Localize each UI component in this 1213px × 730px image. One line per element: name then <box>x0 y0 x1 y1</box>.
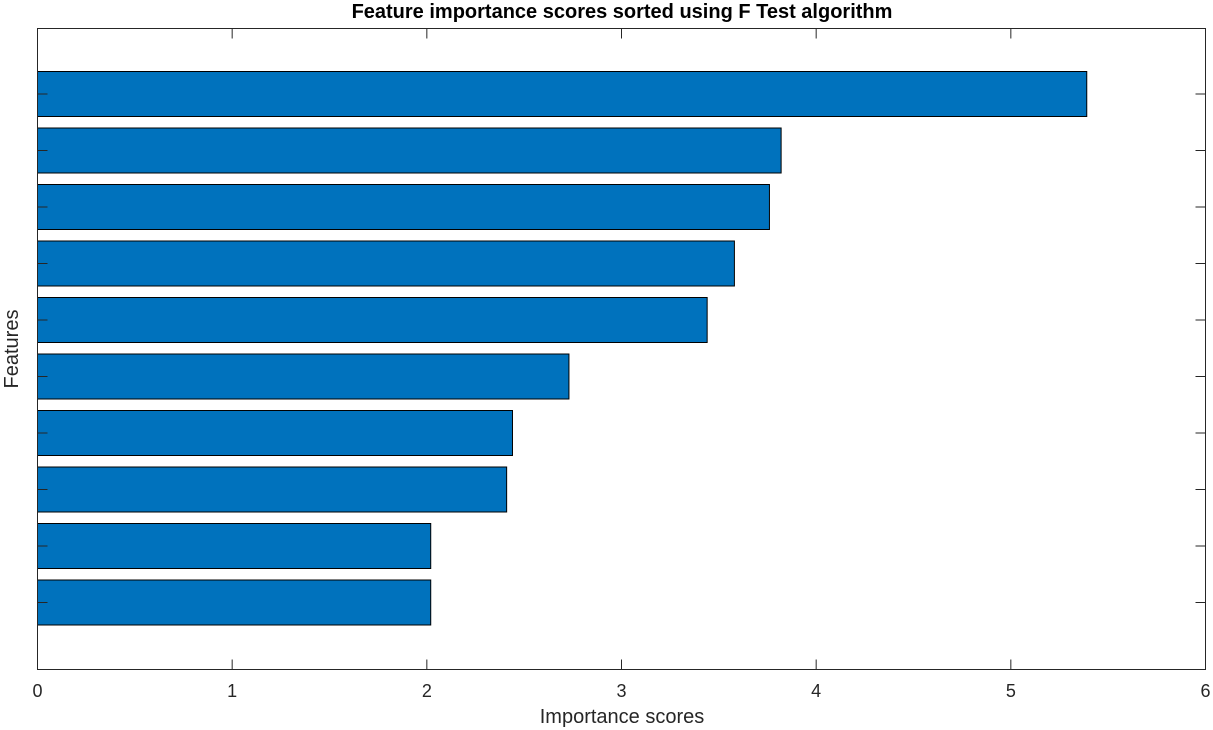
bar <box>37 466 508 513</box>
bar <box>37 297 708 343</box>
bar <box>37 127 782 174</box>
x-tick-label: 2 <box>422 681 432 701</box>
x-tick-label: 1 <box>227 681 237 701</box>
x-tick-label: 5 <box>1006 681 1016 701</box>
bar <box>37 410 513 456</box>
x-tick-label: 4 <box>811 681 821 701</box>
x-tick-label: 6 <box>1200 681 1210 701</box>
bar <box>37 523 432 569</box>
chart-title: Feature importance scores sorted using F… <box>352 1 893 23</box>
x-tick-label: 3 <box>616 681 626 701</box>
bar <box>37 579 432 626</box>
y-ticks-group <box>37 93 1206 603</box>
bar <box>37 353 570 400</box>
bar <box>37 184 770 230</box>
bars-group <box>37 71 1088 626</box>
y-axis-label: Features <box>1 310 23 389</box>
plot-area-frame <box>37 28 1206 670</box>
x-tick-label: 0 <box>32 681 42 701</box>
bar <box>37 240 735 287</box>
bar <box>37 71 1088 117</box>
x-ticks-group: 0 1 2 3 4 5 6 <box>32 28 1211 701</box>
x-axis-label: Importance scores <box>540 706 705 728</box>
